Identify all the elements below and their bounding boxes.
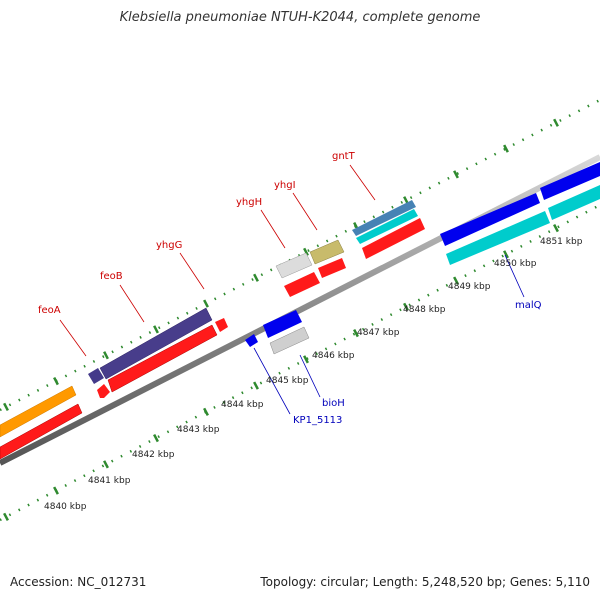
gene-blue-mid [263,310,302,338]
gene-label-yhgG[interactable]: yhgG [156,240,182,251]
major-tick [453,170,459,179]
kbp-label: 4848 kbp [403,305,446,315]
gene-label-gntT[interactable]: gntT [332,151,356,162]
callout-line-KP1_5113 [253,347,291,415]
major-tick [103,460,109,469]
major-tick [203,407,209,416]
gene-red-feo [107,324,218,393]
kbp-label: 4846 kbp [312,351,355,361]
gene-cyan-right [548,185,600,220]
gene-label-feoB[interactable]: feoB [100,271,123,282]
lower-major-ticks [3,223,559,521]
gene-yhgH-bar [275,252,313,279]
gene-labels: feoA feoB yhgG yhgH yhgI gntT bioH KP1_5… [38,151,542,426]
major-tick [503,250,509,259]
gene-cyan-malQ [446,211,550,265]
major-tick [253,381,259,390]
major-tick [303,355,309,364]
upper-tick-strand [0,98,600,412]
gene-feoB-bar [99,307,213,380]
gene-red-left [0,403,83,460]
major-tick [403,302,409,311]
gene-label-KP1_5113[interactable]: KP1_5113 [293,415,342,426]
major-tick [303,247,309,257]
callout-line-feoA [59,319,87,357]
gene-label-bioH[interactable]: bioH [322,398,345,409]
gene-label-feoA[interactable]: feoA [38,305,61,316]
gene-bioH-bar [269,326,310,355]
kbp-label: 4840 kbp [44,502,87,512]
gene-label-malQ[interactable]: malQ [515,300,542,311]
gene-steelblue-gntT [352,200,416,236]
kbp-label: 4844 kbp [221,400,264,410]
major-tick [253,273,259,282]
gene-KP1_5113-bar [245,334,258,347]
gene-red-feo-tip [215,318,228,332]
page-title: Klebsiella pneumoniae NTUH-K2044, comple… [119,10,481,25]
major-tick [153,325,159,334]
gene-feoA-bar [88,368,104,384]
lower-tick-strand [0,203,600,522]
upper-major-ticks [3,118,559,412]
callout-line-yhgG [179,252,205,290]
gene-blue-right [540,162,600,200]
callout-line-malQ [504,254,525,298]
gene-callouts [59,164,525,415]
major-tick [203,299,209,308]
gene-yhgI-bar [309,239,345,265]
accession-label: Accession: NC_012731 [10,575,147,589]
callout-line-yhgI [292,192,318,231]
major-tick [3,402,9,412]
major-tick [3,512,9,521]
major-tick [103,351,109,360]
major-tick [53,376,59,386]
kbp-label: 4847 kbp [357,328,400,338]
gene-features [0,162,600,460]
genome-backbone [0,154,600,466]
gene-label-yhgI[interactable]: yhgI [274,180,296,191]
callout-line-yhgH [260,209,286,249]
topology-label: Topology: circular; Length: 5,248,520 bp… [260,575,590,589]
gene-cyan-gntT [356,209,418,244]
callout-line-bioH [299,354,321,398]
kbp-label: 4845 kbp [266,376,309,386]
kbp-label: 4850 kbp [494,259,537,269]
major-tick [553,223,559,233]
gene-red-yhgI [318,258,346,278]
major-tick [453,276,459,285]
gene-blue-malQ [440,193,540,246]
kbp-label: 4841 kbp [88,476,131,486]
major-tick [153,433,159,443]
gene-red-gntT [362,218,425,259]
gene-red-feo-small [97,384,110,398]
gene-label-yhgH[interactable]: yhgH [236,197,262,208]
gene-red-yhgH [284,272,320,297]
kbp-label: 4843 kbp [177,425,220,435]
callout-line-gntT [349,164,376,201]
gene-orange-left [0,385,77,438]
major-tick [503,144,509,153]
major-tick [353,328,359,338]
kbp-labels: 4840 kbp 4841 kbp 4842 kbp 4843 kbp 4844… [44,237,583,512]
major-tick [53,486,59,495]
kbp-label: 4849 kbp [448,282,491,292]
callout-line-feoB [119,284,145,323]
major-tick [553,118,559,127]
kbp-label: 4851 kbp [540,237,583,247]
kbp-label: 4842 kbp [132,450,175,460]
